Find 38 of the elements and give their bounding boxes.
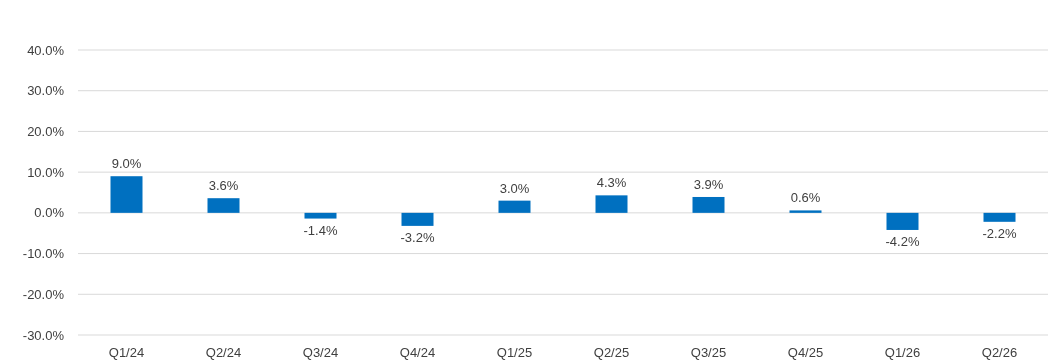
data-label: -2.2% <box>982 225 1017 241</box>
y-tick-label: 30.0% <box>27 83 65 99</box>
x-tick-label: Q3/25 <box>690 345 727 360</box>
y-tick-label: -20.0% <box>22 286 65 302</box>
y-tick-label: 20.0% <box>27 123 65 139</box>
bar <box>789 210 822 213</box>
bar <box>401 212 434 226</box>
bar <box>207 198 240 213</box>
x-tick-label: Q4/25 <box>787 345 824 360</box>
y-tick-label: 40.0% <box>27 42 65 58</box>
data-label: -1.4% <box>303 222 338 238</box>
y-tick-label: 0.0% <box>34 205 65 221</box>
x-tick-label: Q2/26 <box>981 345 1018 360</box>
data-label: 3.9% <box>693 176 724 192</box>
x-tick-label: Q2/24 <box>205 345 242 360</box>
bar <box>304 212 337 219</box>
x-tick-label: Q3/24 <box>302 345 339 360</box>
bar <box>886 212 919 230</box>
x-tick-label: Q1/26 <box>884 345 921 360</box>
y-tick-label: -30.0% <box>22 327 65 343</box>
data-label: 3.0% <box>499 180 530 196</box>
data-label: -3.2% <box>400 229 435 245</box>
y-tick-label: 10.0% <box>27 164 65 180</box>
x-tick-label: Q4/24 <box>399 345 436 360</box>
bar <box>498 200 531 213</box>
bar <box>110 176 143 213</box>
data-label: 9.0% <box>111 156 142 172</box>
y-tick-label: -10.0% <box>22 246 65 262</box>
bar <box>692 196 725 213</box>
x-tick-label: Q1/25 <box>496 345 533 360</box>
bar <box>983 212 1016 222</box>
bar <box>595 195 628 213</box>
data-label: -4.2% <box>885 233 920 249</box>
data-label: 0.6% <box>790 190 821 206</box>
x-tick-label: Q1/24 <box>108 345 145 360</box>
data-label: 4.3% <box>596 175 627 191</box>
data-label: 3.6% <box>208 178 239 194</box>
x-tick-label: Q2/25 <box>593 345 630 360</box>
